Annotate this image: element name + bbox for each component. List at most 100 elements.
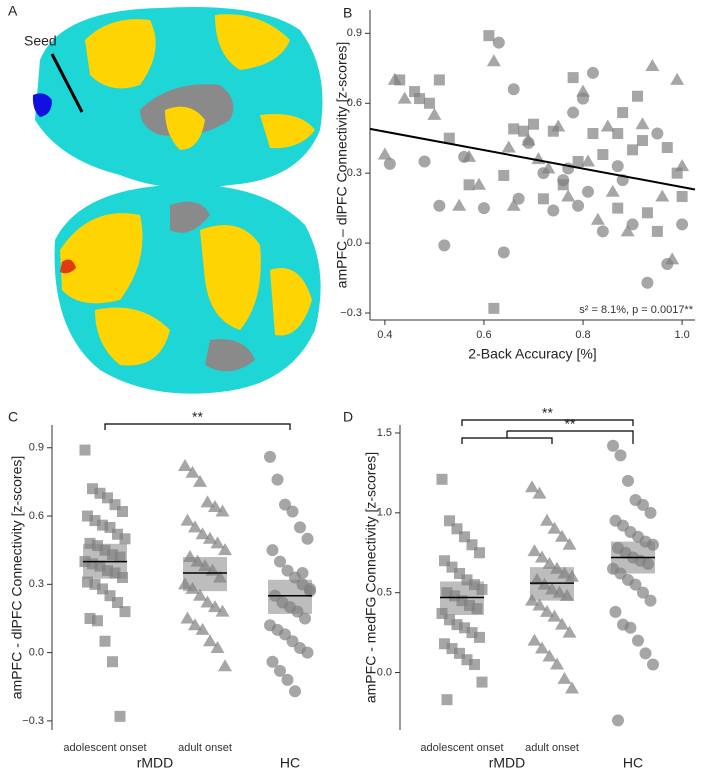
point [94, 560, 106, 572]
point [454, 568, 465, 580]
point [527, 633, 542, 646]
y-tick-label: 0.0 [347, 237, 362, 249]
point [436, 607, 448, 619]
point [527, 544, 542, 557]
point [547, 204, 560, 217]
point [596, 225, 609, 238]
point [609, 605, 622, 618]
point [551, 119, 566, 132]
y-tick-label: 0.9 [29, 442, 44, 454]
x-tick-label: 1.0 [674, 329, 689, 341]
brain-region [215, 14, 290, 71]
point [508, 123, 520, 135]
point [92, 615, 103, 627]
point [474, 547, 485, 559]
point [561, 189, 576, 202]
point [286, 505, 299, 518]
point [84, 612, 96, 624]
point [266, 655, 279, 668]
point [469, 579, 480, 591]
point [540, 604, 554, 617]
point [198, 559, 212, 572]
x-tick-label: 0.8 [575, 329, 590, 341]
point [200, 495, 215, 508]
point [439, 638, 450, 650]
point [522, 136, 535, 149]
point [572, 199, 585, 212]
point [471, 177, 486, 190]
point [675, 159, 690, 172]
y-tick-label: 0.5 [377, 587, 392, 599]
point [624, 621, 637, 634]
point [446, 643, 458, 655]
point [84, 537, 96, 549]
point [454, 647, 465, 659]
point [274, 555, 286, 568]
point [301, 646, 314, 659]
point [464, 599, 475, 611]
significance: ** [565, 416, 576, 432]
point [562, 625, 577, 638]
annotation: s² = 8.1%, p = 0.0017** [579, 304, 693, 316]
point [676, 218, 689, 231]
x-tick-label: adolescent onset [63, 742, 146, 754]
point [476, 676, 488, 688]
point [94, 487, 106, 499]
point [107, 656, 118, 668]
point [498, 169, 510, 181]
point [627, 144, 639, 156]
point [208, 499, 222, 512]
point [423, 97, 435, 109]
bracket [507, 430, 634, 444]
point [414, 93, 426, 105]
point [185, 581, 200, 594]
point [632, 634, 644, 647]
point [572, 156, 584, 168]
y-tick-label: 0.0 [377, 666, 392, 678]
point [397, 91, 412, 104]
point [210, 641, 225, 654]
point [486, 54, 501, 67]
x-axis-label: 2-Back Accuracy [%] [468, 346, 596, 362]
point [537, 193, 549, 205]
seed-region [32, 93, 52, 117]
point [117, 572, 128, 583]
point [215, 604, 230, 617]
bracket [104, 423, 291, 430]
point [632, 90, 644, 102]
point [97, 583, 108, 595]
point [644, 594, 657, 607]
point [531, 152, 546, 165]
point [427, 107, 442, 120]
point [597, 149, 609, 161]
point [193, 588, 207, 601]
point [456, 595, 468, 607]
point [383, 157, 396, 170]
brain-lateral [54, 184, 321, 394]
point [474, 631, 485, 643]
significance: ** [192, 409, 203, 425]
point [537, 167, 550, 180]
point [586, 66, 599, 79]
point [99, 635, 111, 647]
point [542, 649, 557, 662]
point [387, 72, 402, 85]
point [117, 505, 128, 517]
point [661, 142, 673, 154]
point [555, 617, 569, 630]
point [636, 135, 648, 147]
point [180, 513, 195, 526]
point [441, 587, 453, 599]
brain-region [165, 106, 205, 150]
point [567, 72, 579, 84]
y-tick-label: 0.0 [29, 647, 44, 659]
point [512, 192, 525, 205]
group-label: rMDD [137, 755, 174, 770]
point [178, 458, 192, 471]
brain-region [200, 225, 261, 330]
point [637, 498, 649, 511]
point [458, 150, 471, 163]
y-tick-label: 0.3 [29, 578, 44, 590]
point [647, 658, 659, 671]
